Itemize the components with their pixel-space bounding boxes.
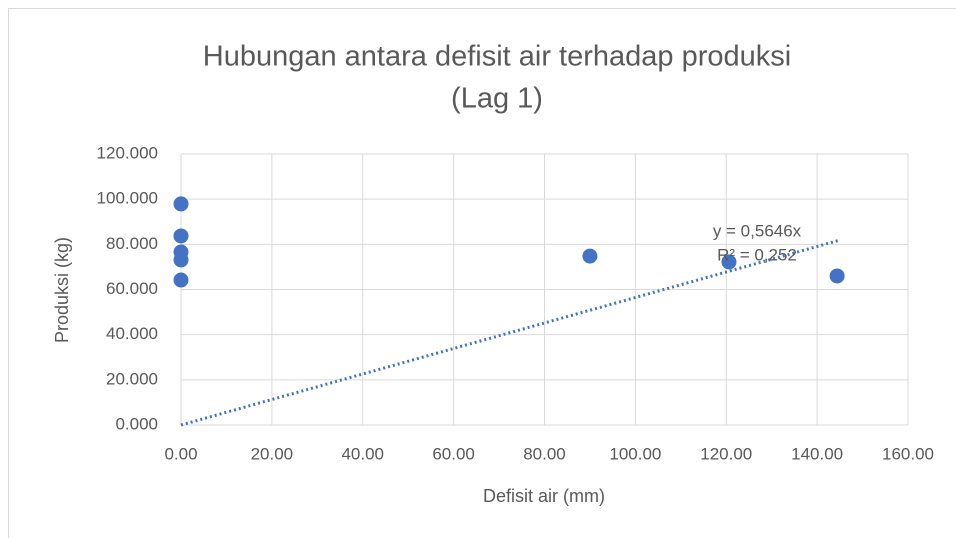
chart-border [8,8,956,538]
trendline-r-squared: R² = 0,252 [717,245,797,264]
trendline [180,238,841,427]
x-axis-label: Defisit air (mm) [483,486,605,506]
y-axis-label: Produksi (kg) [52,237,72,343]
y-tick-label: 60.000 [106,279,158,298]
x-tick-label: 40.00 [341,444,384,463]
x-tick-label: 160.00 [882,444,934,463]
y-tick-label: 100.000 [97,189,158,208]
y-tick-label: 40.000 [106,324,158,343]
y-tick-label: 0.000 [115,414,158,433]
y-tick-label: 120.000 [97,143,158,162]
point [173,228,189,244]
point [582,248,598,264]
chart-title: Hubungan antara defisit air terhadap pro… [203,41,791,73]
x-tick-label: 60.00 [432,444,475,463]
trendline-equation: y = 0,5646x [713,221,802,240]
x-tick-label: 80.00 [523,444,566,463]
point [173,252,189,268]
y-tick-label: 80.000 [106,234,158,253]
x-tick-label: 20.00 [251,444,294,463]
chart-title: (Lag 1) [451,83,543,115]
x-tick-label: 140.00 [791,444,843,463]
x-tick-label: 120.00 [700,444,752,463]
y-tick-label: 20.000 [106,369,158,388]
point [173,196,189,212]
point [829,268,845,284]
point [173,272,189,288]
point [721,254,737,270]
x-tick-label: 0.00 [164,444,197,463]
x-tick-label: 100.00 [609,444,661,463]
